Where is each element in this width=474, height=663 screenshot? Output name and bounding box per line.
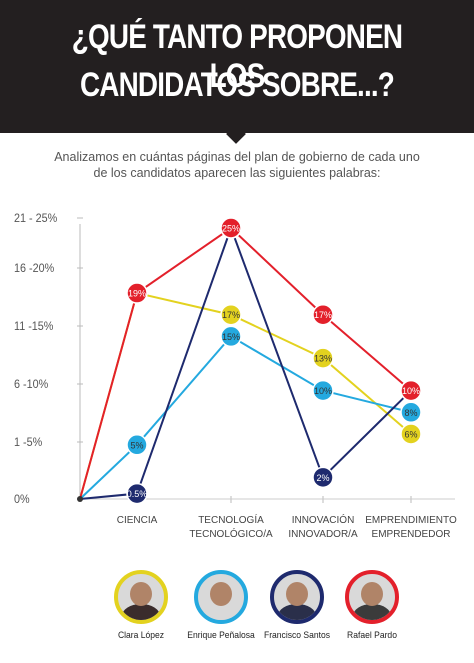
- avatar-head: [286, 582, 308, 606]
- candidate-avatar: [114, 570, 168, 624]
- candidate-card: Clara López: [96, 570, 186, 641]
- data-point: [400, 423, 422, 445]
- avatar-head: [210, 582, 232, 606]
- y-tick-label: 1 -5%: [14, 437, 42, 450]
- data-label: 25%: [222, 224, 240, 234]
- header-banner: ¿QUÉ TANTO PROPONEN LOS CANDIDATOS SOBRE…: [0, 0, 474, 144]
- subtitle-line-1: Analizamos en cuántas páginas del plan d…: [54, 150, 420, 164]
- data-label: 10%: [314, 386, 332, 396]
- candidate-name: Francisco Santos: [263, 630, 331, 641]
- data-point: [220, 217, 242, 239]
- candidate-name: Enrique Peñalosa: [187, 630, 255, 641]
- x-tick-label: CIENCIA: [117, 515, 158, 526]
- x-tick-label: TECNOLÓGICO/A: [189, 527, 273, 540]
- candidate-card: Rafael Pardo: [327, 570, 417, 641]
- data-label: 17%: [222, 310, 240, 320]
- data-label: 19%: [128, 289, 146, 299]
- data-label: 6%: [404, 429, 417, 439]
- data-label: 0.5%: [127, 489, 148, 499]
- line-chart: 0% 1 -5% 6 -10% 11 -15% 16 -20% 21 - 25% CIENC…: [14, 213, 457, 540]
- x-tick-label: EMPRENDEDOR: [372, 529, 451, 540]
- y-tick-label: 16 -20%: [14, 263, 54, 276]
- data-label: 5%: [130, 440, 143, 450]
- data-point: [220, 303, 242, 326]
- series-line-enrique-pe-alosa: [79, 335, 412, 500]
- y-tick-label: 0%: [14, 494, 30, 507]
- header-pointer: [226, 124, 246, 144]
- data-label: 10%: [402, 386, 420, 396]
- data-label: 15%: [222, 332, 240, 342]
- data-point: [126, 282, 148, 304]
- subtitle-line-2: de los candidatos aparecen las siguiente…: [93, 166, 381, 180]
- data-point: [126, 434, 148, 456]
- candidate-avatar: [194, 570, 248, 624]
- y-tick-label: 11 -15%: [14, 321, 53, 334]
- y-tick-label: 21 - 25%: [14, 213, 57, 226]
- candidate-avatar: [270, 570, 324, 624]
- data-point: [312, 379, 334, 402]
- y-tick-label: 6 -10%: [14, 379, 48, 392]
- title-line-2: CANDIDATOS SOBRE...?: [79, 66, 395, 104]
- data-label: 17%: [314, 310, 332, 320]
- data-label: 8%: [404, 408, 417, 418]
- origin-point: [77, 496, 83, 502]
- avatar-head: [130, 582, 152, 606]
- title-line-1: ¿QUÉ TANTO PROPONEN LOS: [71, 18, 403, 95]
- data-point: [220, 325, 242, 348]
- avatar-torso: [278, 604, 316, 620]
- candidate-avatar: [345, 570, 399, 624]
- data-point: [312, 303, 334, 326]
- candidate-card: Francisco Santos: [252, 570, 342, 641]
- data-label: 13%: [314, 354, 332, 364]
- data-point: [400, 379, 422, 402]
- x-tick-label: INNOVACIÓN: [292, 513, 355, 526]
- data-point: [312, 347, 334, 369]
- avatar-torso: [353, 604, 391, 620]
- avatar-torso: [122, 604, 160, 620]
- avatar-torso: [202, 604, 240, 620]
- data-label: 2%: [316, 473, 329, 483]
- x-tick-label: TECNOLOGÍA: [198, 513, 264, 526]
- candidate-name: Rafael Pardo: [347, 630, 397, 641]
- x-tick-label: INNOVADOR/A: [288, 529, 358, 540]
- data-point: [400, 401, 422, 424]
- candidate-name: Clara López: [117, 630, 165, 641]
- data-point: [126, 482, 148, 505]
- data-point: [312, 466, 334, 489]
- series-line-francisco-santos: [79, 225, 412, 500]
- candidate-card: Enrique Peñalosa: [176, 570, 266, 641]
- series-line-clara-l-pez: [79, 291, 412, 500]
- avatar-head: [361, 582, 383, 606]
- x-tick-label: EMPRENDIMIENTO: [365, 515, 457, 526]
